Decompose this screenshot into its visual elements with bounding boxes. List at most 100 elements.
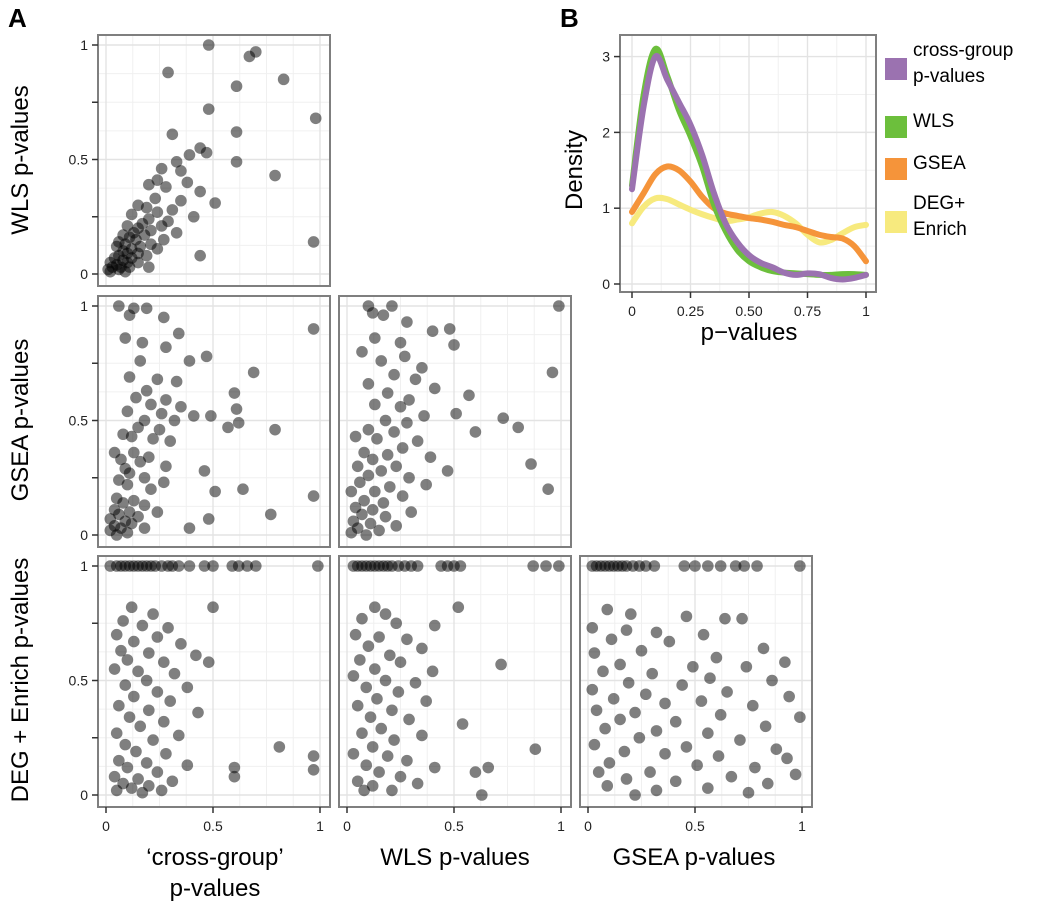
scatter-point	[375, 465, 388, 477]
scatter-point	[136, 786, 149, 799]
scatter-point	[369, 332, 381, 344]
scatter-point	[721, 686, 733, 698]
scatter-point	[369, 398, 381, 411]
y-tick-label: 1	[80, 558, 88, 574]
scatter-point	[151, 206, 164, 218]
scatter-point	[345, 485, 358, 498]
scatter-point	[209, 197, 221, 209]
scatter-point	[403, 394, 415, 406]
scatter-point	[428, 619, 441, 632]
scatter-point	[147, 608, 159, 620]
scatter-point	[166, 775, 179, 788]
scatter-point	[495, 658, 507, 671]
scatter-point	[381, 449, 394, 461]
scatter-point	[362, 378, 375, 390]
scatter-point	[187, 410, 200, 422]
scatter-point	[369, 663, 381, 675]
density-x-tick-label: 0	[628, 303, 636, 319]
scatter-point	[497, 412, 510, 425]
scatter-point	[198, 560, 211, 572]
scatter-point	[147, 734, 159, 746]
y-tick-label: 1	[80, 37, 88, 53]
legend-label: p-values	[913, 66, 985, 87]
scatter-point	[553, 300, 565, 312]
scatter-point	[198, 465, 211, 477]
scatter-point	[121, 405, 134, 418]
scatter-point	[525, 458, 537, 470]
legend-label: GSEA	[913, 153, 966, 174]
scatter-point	[110, 529, 123, 541]
scatter-point	[369, 485, 381, 498]
x-tick-label: 0	[102, 818, 110, 834]
scatter-point	[362, 640, 375, 652]
scatter-point	[405, 506, 418, 518]
scatter-point	[586, 683, 599, 696]
scatter-point	[277, 73, 290, 86]
scatter-point	[691, 759, 703, 772]
scatter-point	[381, 750, 394, 762]
scatter-point	[710, 651, 723, 664]
scatter-point	[128, 635, 140, 648]
scatter-panel-degenrich-vs-crossgroup: 0 0.5 1 0 0.5 1	[69, 555, 331, 834]
scatter-point	[394, 770, 407, 783]
scatter-point	[125, 782, 138, 794]
scatter-point	[729, 560, 742, 572]
panel-border	[97, 34, 331, 287]
scatter-point	[113, 699, 125, 712]
col-title-crossgroup-line1: ‘cross-group’	[146, 844, 283, 871]
scatter-point	[128, 446, 140, 459]
scatter-point	[140, 757, 153, 769]
scatter-point	[740, 660, 753, 673]
scatter-point	[110, 727, 123, 739]
scatter-point	[241, 560, 254, 572]
scatter-point	[170, 375, 183, 388]
scatter-point	[669, 775, 682, 788]
scatter-point	[751, 560, 763, 572]
scatter-point	[175, 400, 187, 413]
y-tick-label: 0	[80, 787, 88, 803]
scatter-point	[200, 350, 213, 363]
scatter-point	[222, 421, 234, 434]
scatter-point	[130, 391, 142, 404]
scatter-point	[347, 670, 360, 682]
scatter-point	[351, 460, 364, 473]
density-y-tick-label: 1	[602, 200, 610, 216]
scatter-point	[605, 633, 618, 646]
scatter-point	[512, 421, 524, 434]
scatter-point	[375, 355, 388, 367]
col-title-wls: WLS p-values	[380, 844, 529, 871]
scatter-point	[230, 403, 243, 415]
scatter-point	[633, 731, 646, 744]
scatter-point	[202, 103, 215, 115]
scatter-point	[366, 504, 379, 516]
scatter-point	[386, 300, 398, 312]
scatter-point	[650, 725, 663, 737]
scatter-point	[354, 654, 366, 666]
legend-label: WLS	[913, 111, 954, 132]
scatter-point	[183, 149, 196, 161]
x-tick-label: 1	[316, 818, 324, 834]
scatter-point	[742, 786, 755, 799]
scatter-point	[659, 747, 671, 760]
scatter-point	[104, 265, 117, 278]
scatter-point	[166, 128, 179, 141]
scatter-point	[379, 414, 392, 427]
scatter-point	[356, 508, 368, 521]
scatter-point	[749, 761, 761, 774]
scatter-point	[482, 761, 495, 774]
scatter-point	[157, 656, 170, 668]
scatter-point	[381, 387, 394, 399]
scatter-point	[347, 747, 360, 760]
scatter-point	[366, 741, 379, 753]
density-panel-border	[619, 34, 877, 293]
scatter-point	[168, 667, 181, 680]
scatter-point	[689, 560, 701, 572]
scatter-point	[172, 729, 185, 742]
panel-label-b: B	[560, 3, 579, 33]
scatter-point	[194, 249, 206, 262]
scatter-point	[237, 483, 249, 496]
scatter-point	[409, 676, 422, 689]
scatter-point	[680, 741, 693, 753]
density-x-tick-label: 0.25	[677, 303, 704, 319]
scatter-point	[424, 451, 437, 463]
